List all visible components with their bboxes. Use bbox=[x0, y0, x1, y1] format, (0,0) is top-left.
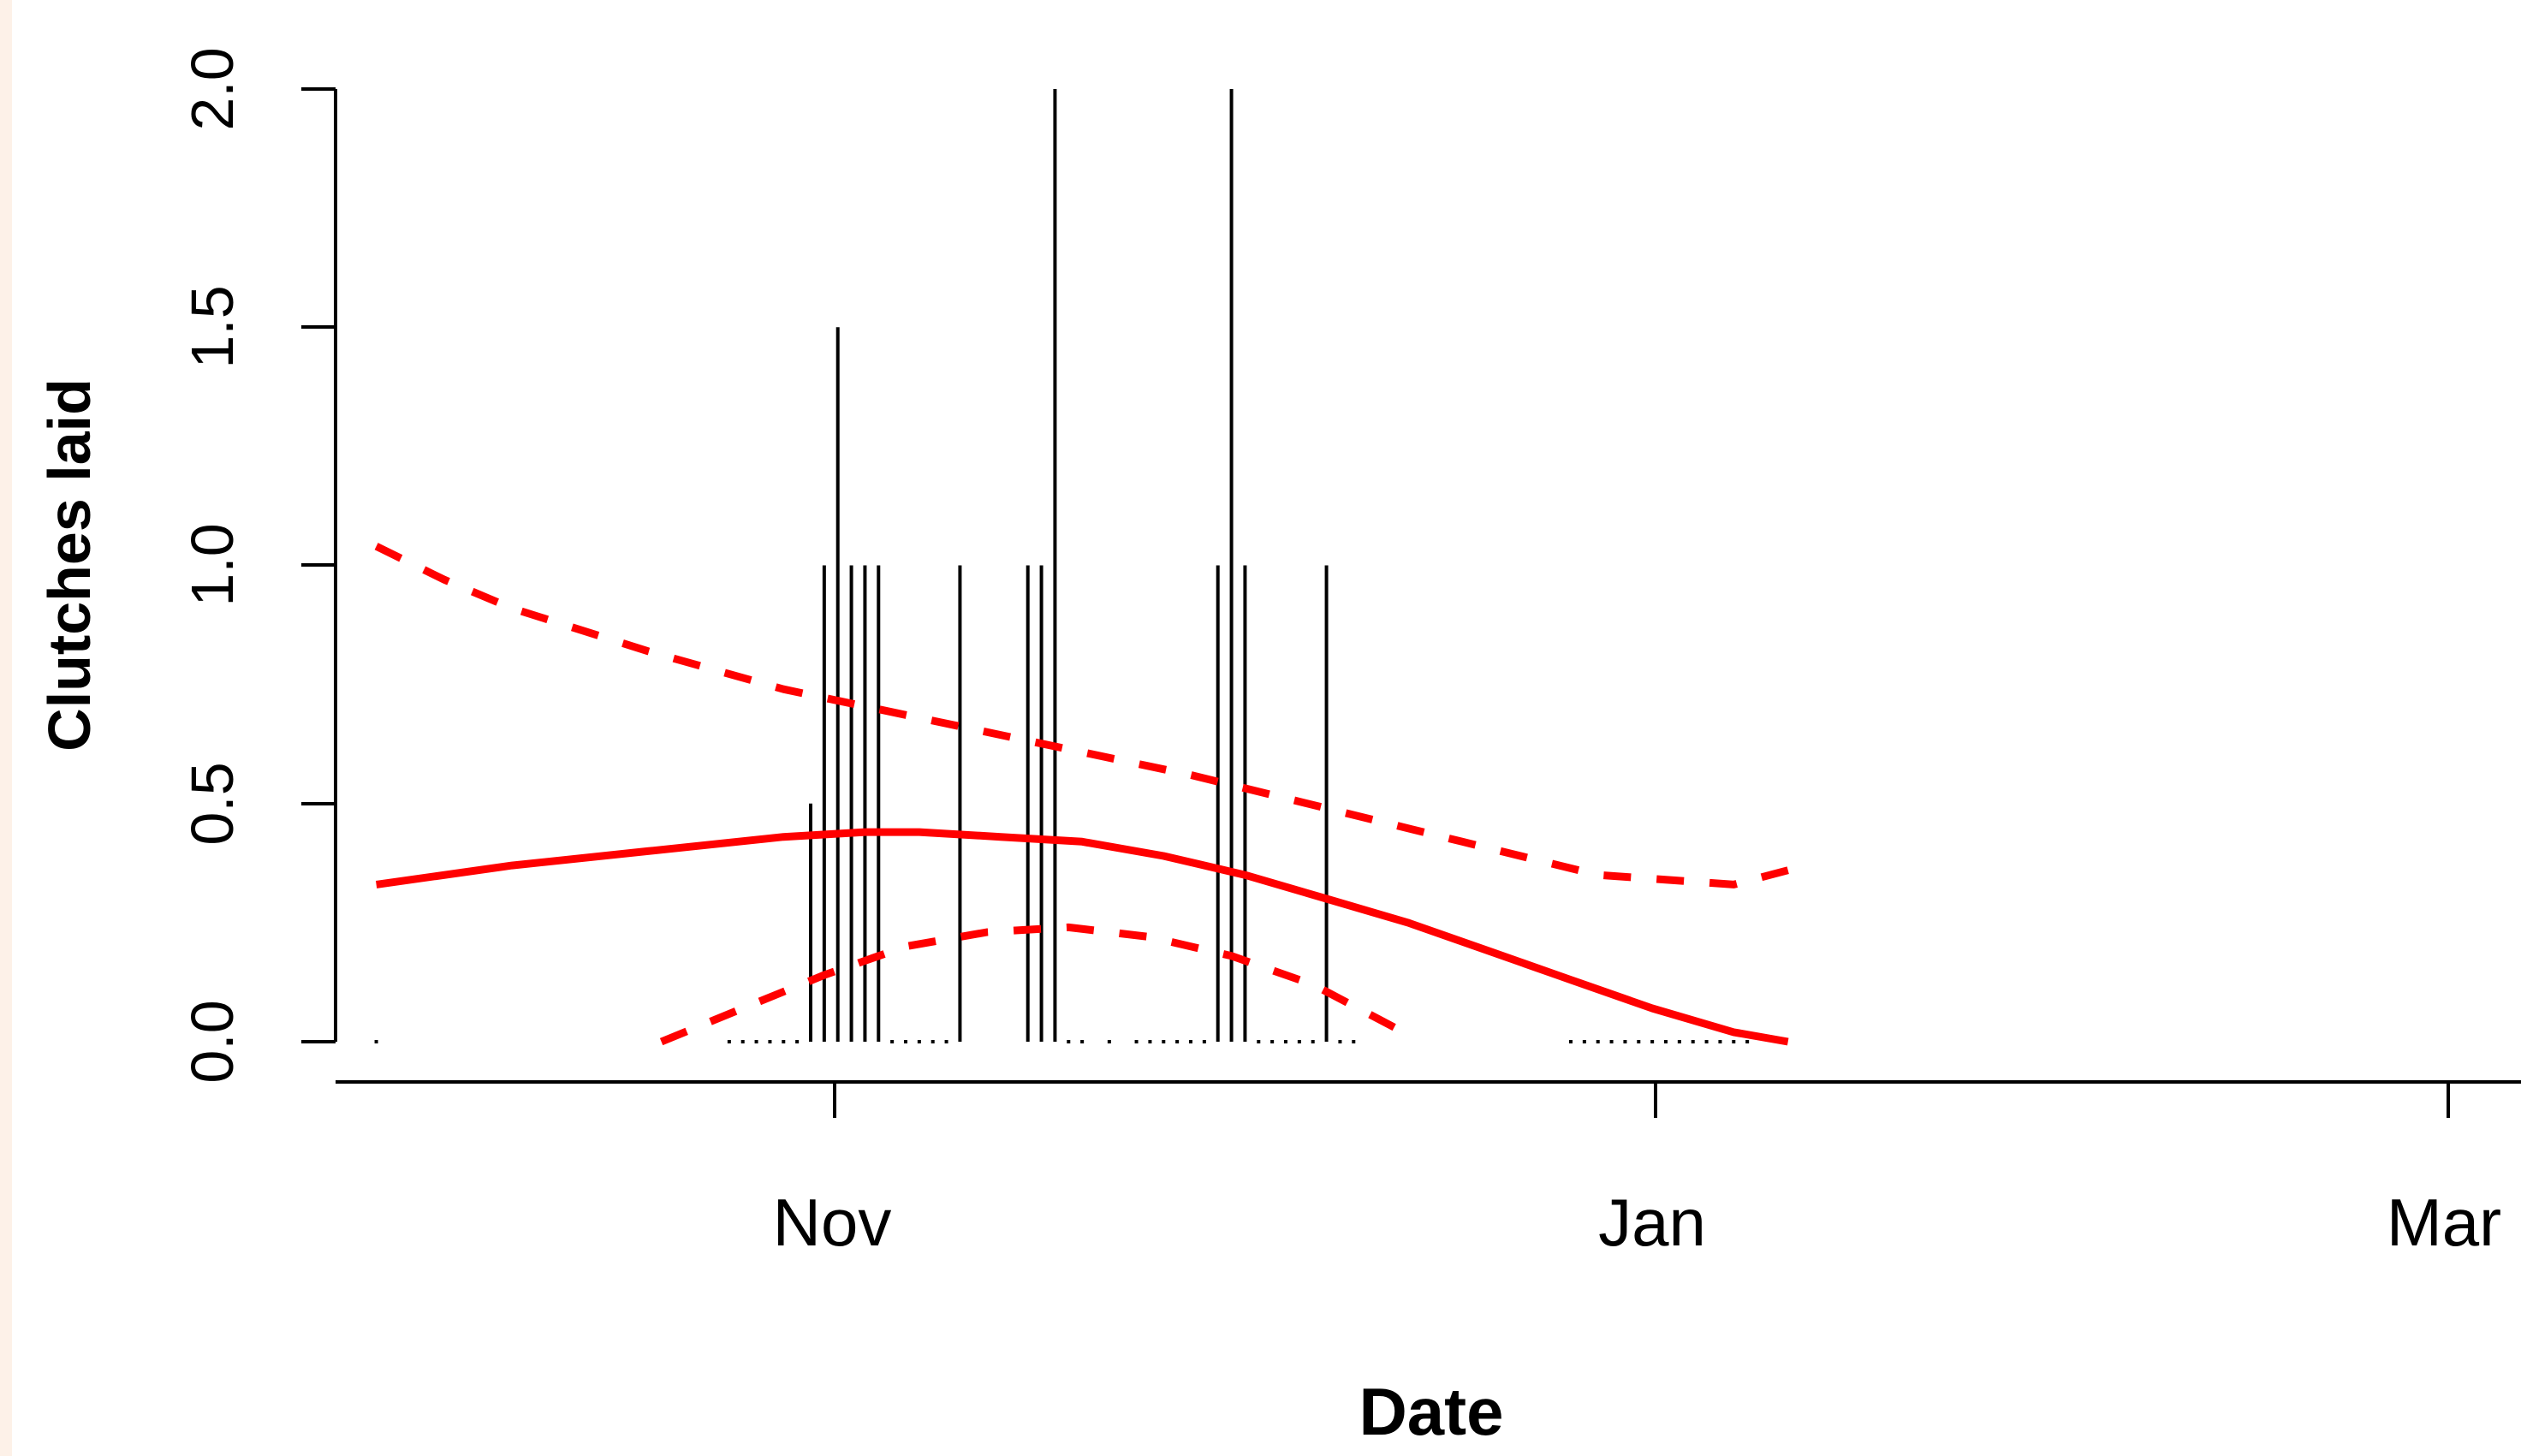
zero-day-dot-30 bbox=[1609, 1040, 1614, 1043]
zero-day-dot-28 bbox=[1582, 1040, 1586, 1043]
zero-day-dot-22 bbox=[1284, 1040, 1287, 1043]
x-tick-label-jan: Jan bbox=[1598, 1185, 1706, 1260]
zero-day-dot-19 bbox=[1202, 1040, 1206, 1043]
zero-day-dot-39 bbox=[1732, 1040, 1736, 1043]
zero-day-dot-21 bbox=[1270, 1040, 1275, 1043]
zero-day-dot-10 bbox=[944, 1040, 948, 1043]
zero-day-dot-33 bbox=[1650, 1040, 1655, 1043]
y-tick-label-1: 0.5 bbox=[179, 762, 246, 845]
zero-day-dot-8 bbox=[917, 1040, 921, 1043]
zero-day-dot-11 bbox=[1067, 1040, 1071, 1043]
zero-day-dot-25 bbox=[1338, 1040, 1342, 1043]
y-tick-label-3: 1.5 bbox=[179, 285, 246, 368]
zero-day-dot-29 bbox=[1596, 1040, 1600, 1043]
zero-day-dot-3 bbox=[768, 1040, 772, 1043]
zero-day-dot-0 bbox=[727, 1040, 731, 1043]
zero-day-dot-26 bbox=[1352, 1040, 1356, 1043]
y-axis: 0.0 0.5 1.0 1.5 2.0 bbox=[179, 47, 337, 1084]
bar-0 bbox=[374, 1040, 378, 1043]
ci-upper-line bbox=[374, 543, 1789, 888]
zero-day-dot-27 bbox=[1569, 1040, 1573, 1043]
zero-day-dot-17 bbox=[1175, 1040, 1180, 1043]
zero-day-dot-13 bbox=[1107, 1040, 1111, 1043]
ci-lower-line bbox=[659, 923, 1396, 1046]
x-axis: Nov Jan Mar bbox=[336, 1080, 2521, 1260]
x-tick-label-nov: Nov bbox=[773, 1185, 892, 1260]
zero-day-dot-2 bbox=[754, 1040, 758, 1043]
x-axis-title: Date bbox=[1359, 1374, 1503, 1449]
y-tick-label-4: 2.0 bbox=[179, 47, 246, 130]
zero-day-dot-31 bbox=[1623, 1040, 1627, 1043]
zero-day-dot-36 bbox=[1691, 1040, 1695, 1043]
x-tick-label-mar: Mar bbox=[2387, 1185, 2501, 1260]
zero-day-dot-35 bbox=[1677, 1040, 1681, 1043]
left-edge-strip bbox=[0, 0, 12, 1456]
zero-day-dot-15 bbox=[1148, 1040, 1152, 1043]
zero-day-dot-24 bbox=[1311, 1040, 1315, 1043]
zero-day-dot-23 bbox=[1297, 1040, 1301, 1043]
plot-area bbox=[374, 89, 1789, 1046]
zero-day-dot-37 bbox=[1704, 1040, 1709, 1043]
zero-day-dot-40 bbox=[1745, 1040, 1750, 1043]
y-tick-label-2: 1.0 bbox=[179, 523, 246, 606]
zero-day-dot-5 bbox=[795, 1040, 800, 1043]
y-axis-title: Clutches laid bbox=[36, 378, 103, 752]
zero-day-dot-38 bbox=[1718, 1040, 1722, 1043]
zero-day-dot-4 bbox=[782, 1040, 786, 1043]
zero-day-dot-6 bbox=[890, 1040, 895, 1043]
zero-day-dot-14 bbox=[1134, 1040, 1139, 1043]
zero-day-dot-16 bbox=[1162, 1040, 1166, 1043]
zero-day-dot-32 bbox=[1637, 1040, 1641, 1043]
zero-day-dot-9 bbox=[931, 1040, 935, 1043]
zero-day-dot-12 bbox=[1080, 1040, 1085, 1043]
zero-day-dot-1 bbox=[740, 1040, 745, 1043]
zero-day-dot-34 bbox=[1664, 1040, 1668, 1043]
zero-day-dot-20 bbox=[1257, 1040, 1261, 1043]
zero-day-dot-7 bbox=[904, 1040, 907, 1043]
y-tick-label-0: 0.0 bbox=[179, 1000, 246, 1083]
zero-day-dot-18 bbox=[1189, 1040, 1192, 1043]
fit-line bbox=[375, 828, 1789, 1046]
